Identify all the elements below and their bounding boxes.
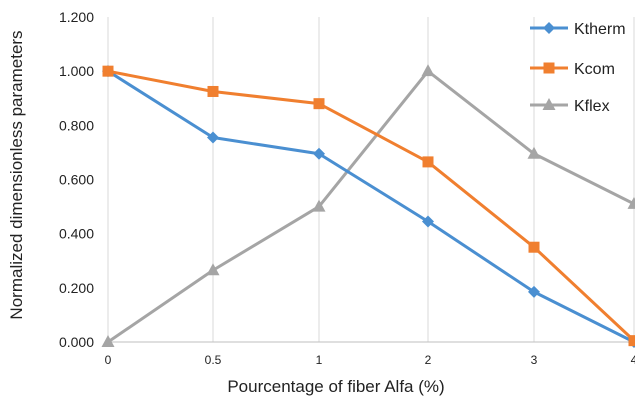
y-axis-title: Normalized dimensionless parameters	[7, 30, 26, 319]
y-tick-label: 1.200	[59, 9, 94, 25]
legend-label: Kflex	[574, 98, 610, 115]
data-point-kflex	[206, 263, 220, 276]
data-point-kcom	[528, 241, 540, 253]
legend-item-ktherm: Ktherm	[530, 21, 626, 38]
series-line-kflex	[107, 69, 635, 344]
data-point-kflex	[527, 146, 541, 159]
y-tick-label: 0.800	[59, 117, 94, 133]
data-point-kcom	[102, 65, 114, 77]
data-point-ktherm	[207, 131, 219, 144]
x-tick-label: 0	[105, 353, 112, 367]
data-point-kcom	[422, 156, 434, 168]
data-point-kcom	[628, 335, 635, 347]
legend-label: Kcom	[574, 61, 615, 78]
x-tick-label: 4	[631, 353, 635, 367]
y-axis-ticks: 0.000 0.200 0.400 0.600 0.800 1.000 1.200	[59, 9, 94, 350]
series-line-kcom	[107, 69, 635, 342]
grid	[107, 17, 635, 343]
data-point-ktherm	[422, 215, 434, 228]
y-tick-label: 1.000	[59, 63, 94, 79]
data-point-ktherm	[528, 285, 540, 298]
data-point-kflex	[421, 64, 435, 77]
series-line-ktherm	[107, 69, 635, 344]
x-tick-label: 1	[316, 353, 323, 367]
y-tick-label: 0.600	[59, 172, 94, 188]
x-axis-ticks: 0 0.5 1 2 3 4	[105, 353, 635, 367]
legend-marker	[542, 98, 556, 110]
data-point-kcom	[313, 98, 325, 110]
series-ktherm	[102, 65, 635, 348]
legend-marker	[543, 62, 555, 74]
x-tick-label: 0.5	[205, 353, 222, 367]
data-point-kcom	[207, 85, 219, 97]
data-point-kflex	[312, 199, 326, 212]
series-kflex	[101, 64, 635, 347]
x-tick-label: 2	[425, 353, 432, 367]
x-tick-label: 3	[531, 353, 538, 367]
data-point-ktherm	[313, 147, 325, 160]
data-point-kflex	[627, 196, 635, 209]
legend: Ktherm Kcom Kflex	[530, 21, 626, 115]
series-kcom	[102, 65, 635, 347]
x-axis-title: Pourcentage of fiber Alfa (%)	[227, 377, 444, 396]
legend-marker	[543, 22, 555, 34]
legend-item-kflex: Kflex	[530, 98, 610, 115]
data-point-kflex	[101, 335, 115, 347]
series-layer	[101, 64, 635, 348]
legend-item-kcom: Kcom	[530, 61, 615, 78]
y-tick-label: 0.400	[59, 226, 94, 242]
y-tick-label: 0.200	[59, 280, 94, 296]
y-tick-label: 0.000	[59, 334, 94, 350]
legend-label: Ktherm	[574, 21, 626, 38]
